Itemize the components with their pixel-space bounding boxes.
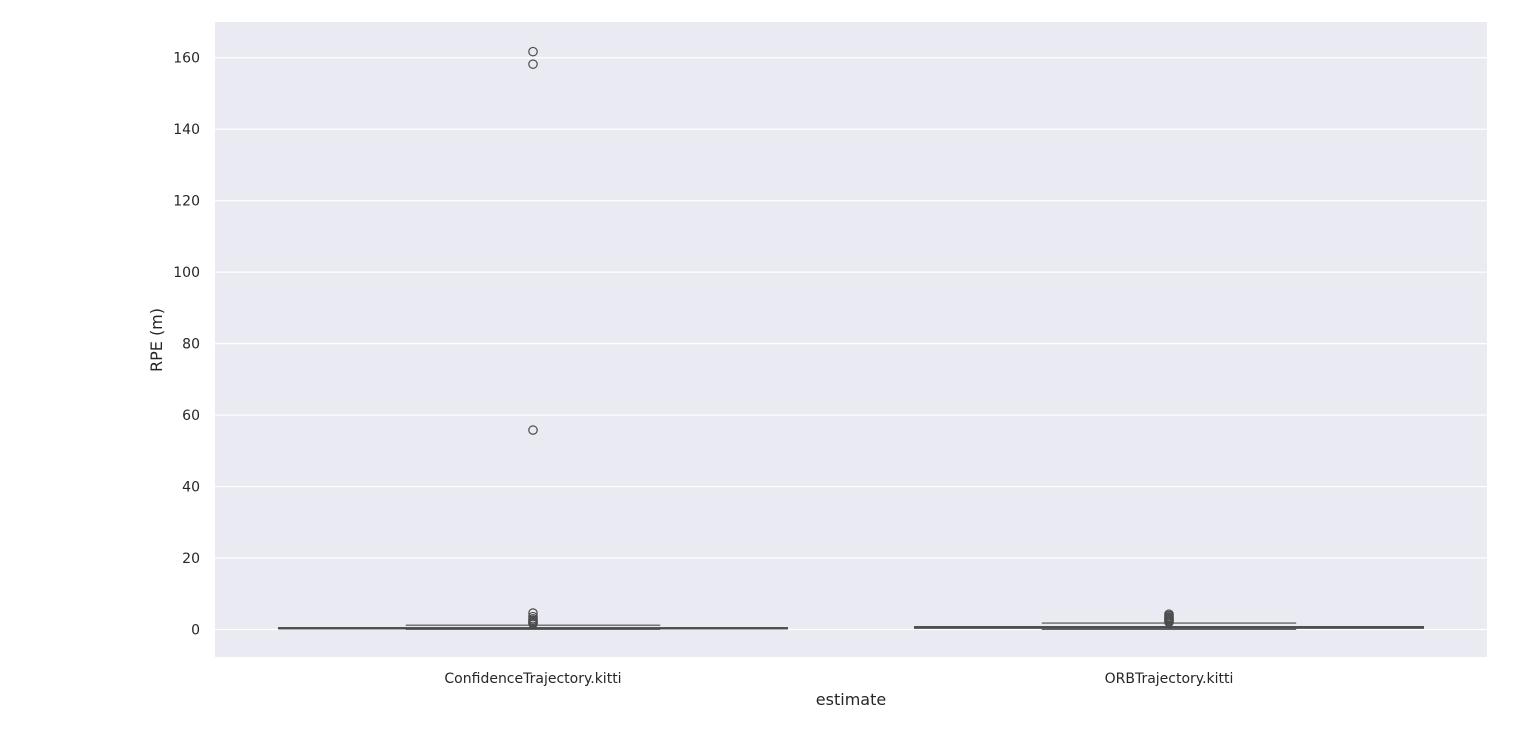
y-tick-label: 20 bbox=[182, 551, 200, 567]
plot-background bbox=[215, 22, 1487, 657]
y-tick-label: 100 bbox=[173, 265, 200, 281]
y-tick-label: 0 bbox=[191, 622, 200, 638]
y-tick-label: 80 bbox=[182, 337, 200, 353]
y-tick-label: 140 bbox=[173, 122, 200, 138]
box-group bbox=[278, 46, 788, 630]
x-tick-label: ORBTrajectory.kitti bbox=[1105, 671, 1234, 687]
y-tick-label: 40 bbox=[182, 480, 200, 496]
outlier-point bbox=[528, 425, 538, 435]
y-axis-label: RPE (m) bbox=[147, 308, 166, 372]
outlier-point bbox=[528, 46, 538, 57]
outlier-point bbox=[1164, 617, 1174, 628]
y-tick-label: 160 bbox=[173, 51, 200, 67]
boxes-layer bbox=[278, 46, 1424, 630]
y-tick-labels: 0 20 40 60 80 100 120 140 160 bbox=[173, 51, 200, 639]
grid-lines bbox=[215, 57, 1487, 631]
outlier-point bbox=[528, 59, 538, 69]
x-tick-labels: ConfidenceTrajectory.kitti ORBTrajectory.… bbox=[444, 671, 1233, 687]
outlier-point bbox=[528, 618, 538, 629]
x-tick-label: ConfidenceTrajectory.kitti bbox=[444, 671, 621, 687]
x-axis-label: estimate bbox=[816, 690, 886, 709]
y-tick-label: 120 bbox=[173, 194, 200, 210]
y-tick-label: 60 bbox=[182, 408, 200, 424]
box-group bbox=[913, 609, 1424, 630]
